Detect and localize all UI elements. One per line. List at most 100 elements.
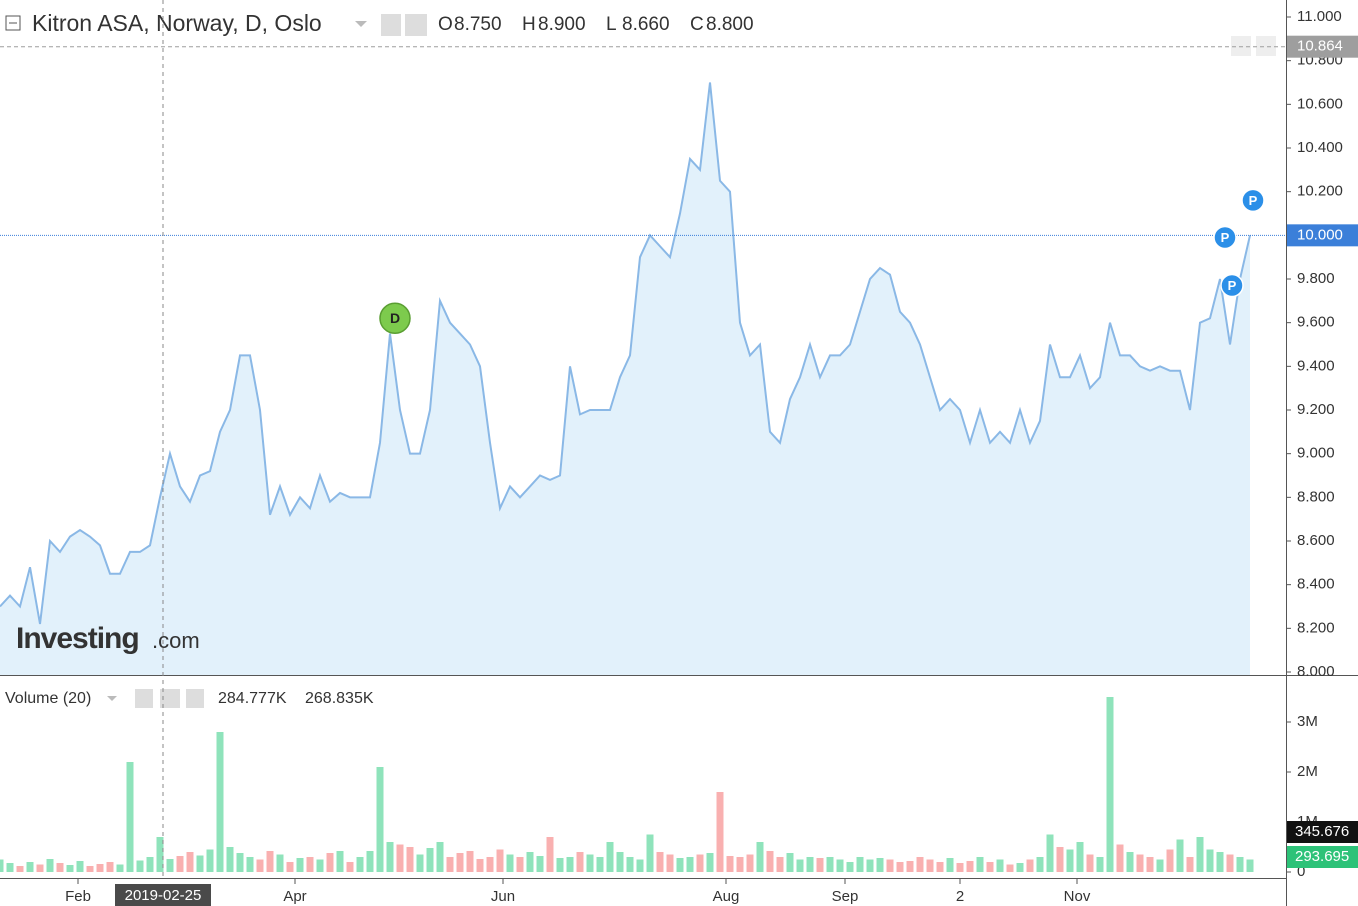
volume-bar	[726, 856, 734, 872]
x-tick-label: Apr	[283, 888, 306, 905]
volume-label-box	[1287, 821, 1358, 843]
scale-button[interactable]	[1256, 36, 1276, 56]
settings-icon[interactable]	[405, 14, 427, 36]
volume-bar	[6, 863, 14, 872]
volume-bar	[416, 854, 424, 872]
scale-button[interactable]	[1231, 36, 1251, 56]
price-plot	[0, 82, 1251, 675]
x-tick-label: Feb	[65, 888, 91, 905]
volume-bar	[226, 847, 234, 872]
volume-bar	[206, 849, 214, 872]
volume-bar	[1166, 849, 1174, 872]
volume-bar	[1226, 854, 1234, 872]
chart-title: Kitron ASA, Norway, D, Oslo	[32, 10, 322, 36]
volume-bar	[1116, 844, 1124, 872]
volume-bar	[1076, 842, 1084, 872]
collapse-icon[interactable]	[5, 15, 21, 31]
volume-bar	[956, 863, 964, 872]
y-tick-label: 11.000	[1297, 8, 1342, 25]
y-tick-label: 0	[1297, 863, 1305, 880]
volume-bar	[346, 862, 354, 872]
volume-bar	[496, 849, 504, 872]
volume-bar	[466, 851, 474, 872]
volume-bar	[196, 855, 204, 872]
volume-bar	[1126, 852, 1134, 872]
x-tick-label: Sep	[832, 888, 859, 905]
volume-bar	[1026, 859, 1034, 872]
event-marker	[1213, 225, 1237, 250]
volume-bar	[316, 859, 324, 872]
price-label-box	[1287, 224, 1358, 247]
volume-bar	[896, 862, 904, 872]
volume-bar	[916, 857, 924, 872]
volume-bar	[1036, 857, 1044, 872]
eye-icon[interactable]	[135, 689, 153, 708]
volume-bar	[866, 859, 874, 872]
volume-bar	[0, 859, 4, 872]
volume-bar	[266, 851, 274, 872]
volume-bar	[1056, 847, 1064, 872]
volume-bar	[336, 851, 344, 872]
volume-bar	[436, 842, 444, 872]
volume-bar	[926, 859, 934, 872]
volume-bar	[686, 857, 694, 872]
volume-bar	[46, 859, 54, 872]
volume-bar	[26, 862, 34, 872]
y-tick-label: 8.200	[1297, 619, 1335, 636]
volume-bar	[1196, 837, 1204, 872]
y-tick-label: 8.000	[1297, 663, 1335, 680]
price-label: 10.000	[1297, 226, 1343, 243]
volume-bar	[1066, 849, 1074, 872]
volume-bar	[1136, 854, 1144, 872]
event-label: P	[1249, 193, 1258, 208]
volume-bar	[806, 857, 814, 872]
volume-bar	[756, 842, 764, 872]
volume-bar	[586, 854, 594, 872]
volume-bar	[576, 852, 584, 872]
volume-bar	[876, 858, 884, 872]
volume-bar	[606, 842, 614, 872]
eye-icon[interactable]	[381, 14, 401, 36]
volume-bar	[556, 858, 564, 872]
price-area	[0, 82, 1250, 675]
volume-bar	[396, 844, 404, 872]
volume-bar	[746, 854, 754, 872]
x-tick-label: 2	[956, 888, 964, 905]
event-label: P	[1221, 230, 1230, 245]
volume-bar	[476, 859, 484, 872]
ohlc-value: 8.660	[622, 14, 670, 35]
volume-bar	[116, 864, 124, 872]
volume-plot	[0, 697, 1254, 872]
volume-bar	[936, 862, 944, 872]
event-marker	[379, 302, 411, 335]
volume-bar	[256, 859, 264, 872]
settings-icon[interactable]	[160, 689, 180, 708]
volume-bar	[796, 859, 804, 872]
volume-title: Volume (20)	[5, 690, 91, 707]
volume-bar	[826, 857, 834, 872]
volume-bar	[186, 852, 194, 872]
volume-bar	[546, 837, 554, 872]
volume-bar	[966, 861, 974, 872]
dropdown-icon[interactable]	[107, 696, 117, 701]
volume-bar	[246, 857, 254, 872]
dropdown-icon[interactable]	[355, 21, 367, 27]
volume-bar	[426, 848, 434, 872]
volume-bar	[846, 862, 854, 872]
ohlc-value: 8.750	[454, 14, 502, 35]
volume-bar	[706, 853, 714, 872]
volume-label: 293.695	[1295, 848, 1349, 865]
y-tick-label: 8.800	[1297, 488, 1335, 505]
volume-bar	[16, 866, 24, 872]
volume-bar	[276, 854, 284, 872]
y-tick-label: 9.000	[1297, 445, 1335, 462]
volume-legend-value: 284.777K	[218, 690, 287, 707]
close-icon[interactable]	[186, 689, 204, 708]
volume-bar	[616, 852, 624, 872]
y-tick-label: 9.800	[1297, 270, 1335, 287]
volume-bar	[166, 859, 174, 872]
volume-bar	[1146, 857, 1154, 872]
x-tick-label: Aug	[713, 888, 740, 905]
volume-bar	[996, 859, 1004, 872]
